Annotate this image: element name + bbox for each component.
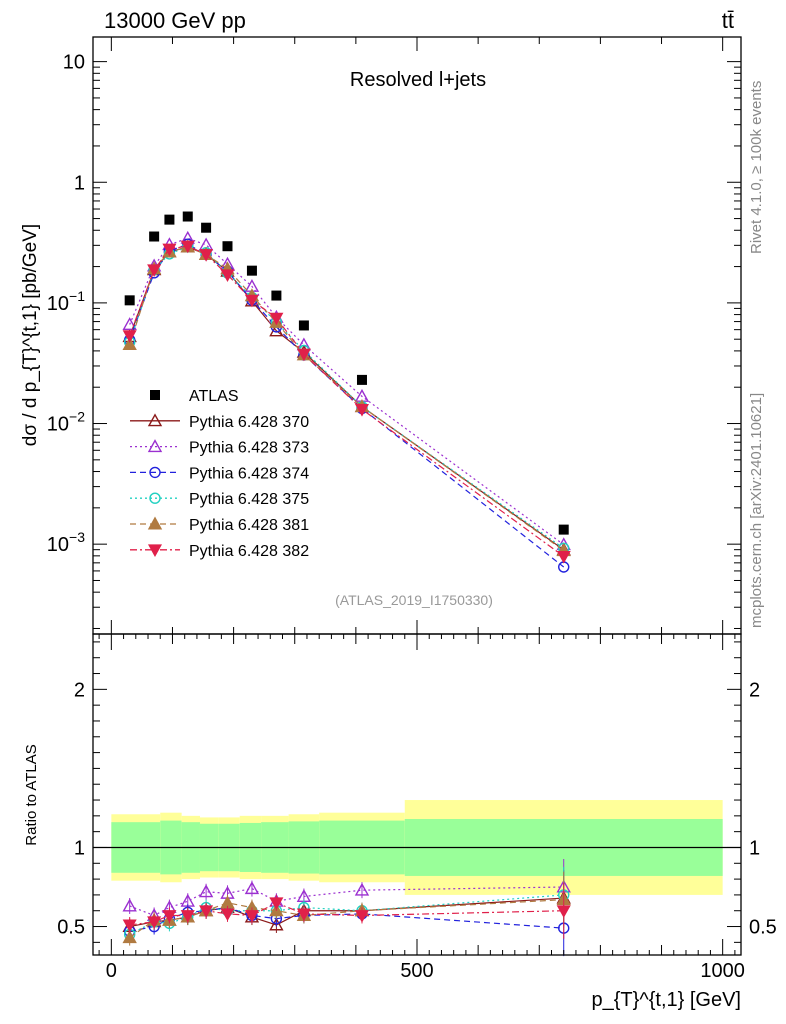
ratio-series-line [129, 894, 564, 935]
atlas-data-point [222, 241, 233, 252]
x-tick-label: 1000 [700, 960, 745, 982]
mc-data-point [122, 330, 137, 343]
atlas-data-point [182, 211, 193, 222]
chart-title: Resolved l+jets [350, 69, 486, 91]
x-axis-label: p_{T}^{t,1} [GeV] [592, 989, 742, 1011]
legend-label: Pythia 6.428 373 [189, 440, 309, 457]
ratio-data-point [162, 910, 177, 923]
atlas-data-point [164, 214, 175, 225]
mc-data-point [122, 317, 137, 331]
legend-marker [150, 390, 160, 400]
ratio-data-point [122, 930, 137, 944]
ratio-data-point [269, 917, 284, 931]
legend: ATLAS Pythia 6.428 370 Pythia 6.428 373 Pyt… [130, 388, 309, 560]
analysis-id: (ATLAS_2019_I1750330) [335, 592, 493, 608]
ratio-data-point [296, 908, 311, 922]
ratio-data-point [147, 916, 162, 930]
mc-data-point [556, 550, 571, 564]
legend-label: Pythia 6.428 382 [189, 543, 309, 560]
ratio-y-tick-label-left: 0.5 [57, 917, 85, 939]
x-tick-label: 0 [106, 960, 117, 982]
mc-data-point [199, 249, 214, 262]
ratio-data-point [122, 919, 137, 933]
ratio-y-tick-label-right: 1 [749, 837, 760, 859]
mc-data-point [122, 337, 137, 351]
ratio-data-point [354, 910, 370, 923]
ratio-data-point [354, 882, 370, 896]
ratio-series-line [129, 899, 564, 939]
process-label: tt̄ [722, 8, 734, 33]
y-tick-label: 10 [63, 52, 85, 74]
ratio-y-tick-label-left: 1 [74, 837, 85, 859]
y-tick-label: 10−2 [47, 409, 85, 436]
ratio-y-label-text: Ratio to ATLAS [23, 744, 40, 845]
atlas-data-point [246, 265, 257, 276]
atlas-data-point [298, 320, 309, 331]
ratio-series [122, 859, 571, 957]
ratio-data-point [220, 908, 235, 922]
ratio-axes: 0.5 0.5 1 1 2 2 0 500 1000 [57, 634, 777, 982]
side-label-bottom: mcplots.cern.ch [arXiv:2401.10621] [748, 393, 765, 628]
legend-marker [147, 413, 163, 427]
ratio-uncertainty-bands [93, 800, 741, 895]
x-tick-label: 500 [400, 960, 433, 982]
legend-marker [147, 439, 163, 453]
mc-series-line [129, 245, 565, 557]
mc-data-point [244, 294, 259, 308]
ratio-data-point [244, 910, 259, 923]
atlas-data-point [124, 295, 135, 306]
legend-label: Pythia 6.428 370 [189, 414, 309, 431]
main-panel: 10−3 10−2 10−1 1 10 Resolved l+jets (ATLAS_2… [20, 36, 742, 635]
legend-marker [147, 516, 163, 530]
legend-label: Pythia 6.428 381 [189, 517, 309, 534]
ratio-data-point [180, 910, 195, 923]
y-tick-label: 1 [74, 172, 85, 194]
y-tick-label: 10−1 [47, 288, 85, 315]
ratio-y-tick-label-left: 2 [74, 679, 85, 701]
atlas-data-point [271, 290, 282, 301]
main-y-axis: 10−3 10−2 10−1 1 10 [47, 37, 741, 634]
mc-data-point [147, 264, 162, 278]
atlas-data-point [201, 222, 212, 233]
mc-data-point [180, 240, 195, 254]
mc-data-point [354, 403, 370, 417]
y-tick-label: 10−3 [47, 529, 85, 556]
legend-marker [149, 492, 161, 504]
mc-data-point [162, 243, 177, 257]
side-label-top: Rivet 4.1.0, ≥ 100k events [748, 81, 765, 254]
ratio-data-point [556, 905, 571, 918]
ratio-data-point [269, 897, 284, 911]
mc-data-point [269, 312, 284, 326]
ratio-y-tick-label-right: 0.5 [749, 917, 777, 939]
y-axis-label: dσ / d p_{T}^{t,1} [pb/GeV] [20, 224, 41, 446]
legend-label: Pythia 6.428 374 [189, 465, 309, 482]
legend-label: Pythia 6.428 375 [189, 491, 309, 508]
mc-data-point [296, 348, 311, 362]
atlas-data-point [149, 231, 160, 242]
mc-series-line [129, 246, 565, 552]
ratio-y-tick-label-right: 2 [749, 679, 760, 701]
ratio-panel: 0.5 0.5 1 1 2 2 0 500 1000 Ratio to ATLAS p_{T}^… [23, 633, 777, 1011]
atlas-data-point [356, 374, 367, 385]
mc-data-point [220, 269, 235, 282]
legend-marker [149, 466, 161, 479]
ratio-data-point [244, 881, 260, 895]
energy-label: 13000 GeV pp [104, 8, 246, 33]
ratio-data-point [199, 905, 214, 918]
legend-marker [147, 544, 163, 558]
ratio-y-label: Ratio to ATLAS [23, 744, 40, 845]
legend-label: ATLAS [189, 388, 239, 405]
ratio-data-point [198, 884, 214, 898]
ratio-data-point [122, 898, 137, 912]
atlas-data-point [558, 524, 569, 535]
main-series [122, 211, 571, 573]
y-axis-label-text: dσ / d p_{T}^{t,1} [pb/GeV] [20, 224, 41, 446]
